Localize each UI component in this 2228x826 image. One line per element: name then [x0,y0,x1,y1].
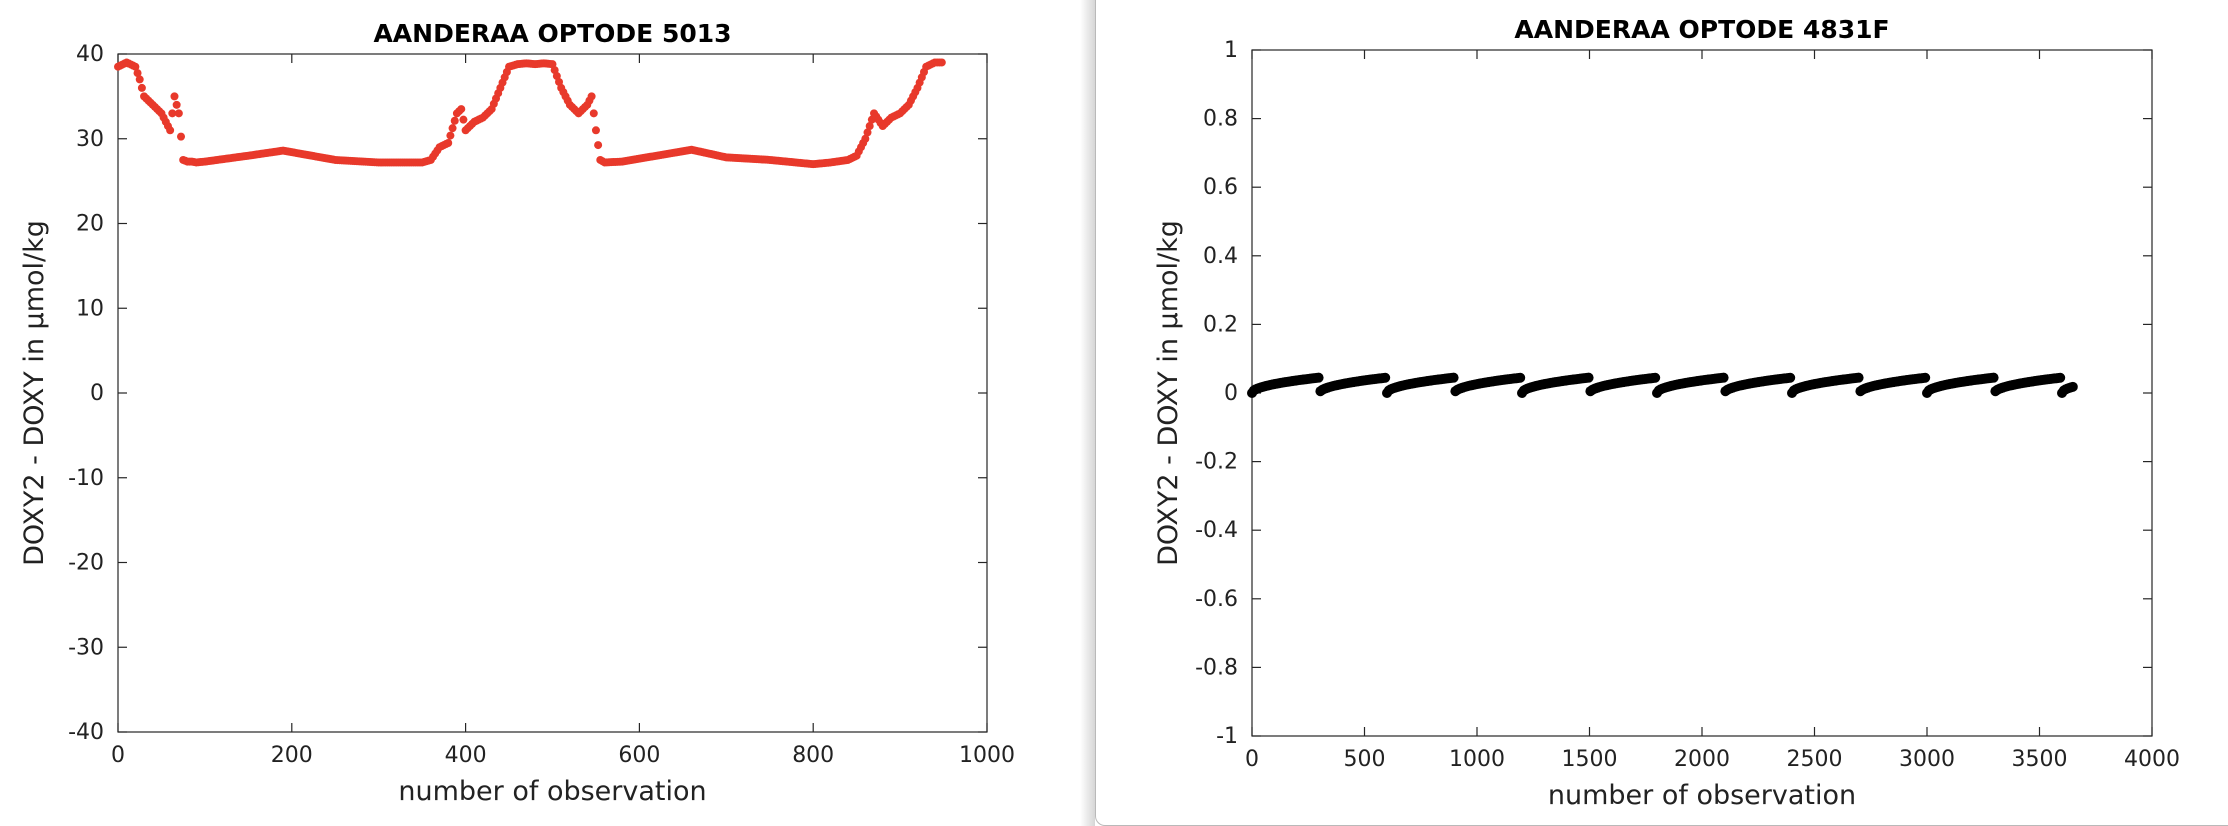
data-point [166,126,175,135]
left-figure-panel: 0 200 400 600 800 1000 -40 -30 -20 -10 0 10 20 30 40 AA… [0,0,1090,826]
data-point [1920,372,1931,383]
y-tick-label: -40 [68,720,104,745]
data-point [172,100,181,109]
data-point [135,75,144,84]
y-tick-label: -20 [68,551,104,576]
data-point [133,69,142,78]
data-point [168,109,177,118]
y-tick-label: -0.2 [1195,450,1238,475]
y-tick-label: 0 [1224,381,1238,406]
data-point [174,109,183,118]
x-axis-label: number of observation [1548,780,1856,811]
x-tick-label: 1000 [1449,747,1505,772]
data-point [1785,372,1796,383]
x-tick-label: 1500 [1562,747,1618,772]
data-point [446,131,455,140]
y-axis-label: DOXY2 - DOXY in µmol/kg [1153,220,1184,566]
y-tick-label: -30 [68,635,104,660]
data-point [170,92,179,101]
y-tick-label: -0.8 [1195,655,1238,680]
data-point [448,124,457,133]
chart-optode-4831f: 0 500 1000 1500 2000 2500 3000 3500 4000 -1 -0.8 -0… [1153,15,2180,811]
y-tick-label: 0.6 [1203,175,1238,200]
data-points [1247,372,2078,398]
y-tick-label: 40 [76,42,104,67]
data-point [1515,372,1526,383]
y-tick-label: 10 [76,296,104,321]
data-point [863,128,872,137]
data-point [2055,372,2066,383]
y-tick-label: 20 [76,212,104,237]
y-tick-label: 0.8 [1203,107,1238,132]
data-points [114,58,946,169]
data-point [1718,372,1729,383]
x-tick-label: 800 [792,743,834,768]
data-point [589,109,598,118]
data-point [861,134,870,143]
x-tick-label: 2000 [1674,747,1730,772]
data-point [937,58,946,67]
data-point [444,138,453,147]
data-point [1650,372,1661,383]
y-tick-label: -0.6 [1195,587,1238,612]
y-tick-label: 0.4 [1203,244,1238,269]
y-tick-label: 1 [1224,38,1238,63]
y-tick-label: -10 [68,466,104,491]
right-figure-window: 0 500 1000 1500 2000 2500 3000 3500 4000 -1 -0.8 -0… [1095,0,2228,826]
data-point [587,92,596,101]
y-axis-label: DOXY2 - DOXY in µmol/kg [19,220,50,566]
y-tick-label: 0 [90,381,104,406]
x-tick-label: 1000 [959,743,1015,768]
x-tick-label: 0 [1245,747,1259,772]
y-tick-label: 30 [76,127,104,152]
data-point [131,62,140,71]
x-tick-label: 600 [618,743,660,768]
data-point [1448,372,1459,383]
data-point [1853,372,1864,383]
x-tick-label: 2500 [1787,747,1843,772]
x-tick-label: 400 [445,743,487,768]
y-tick-label: -1 [1216,724,1238,749]
data-point [1988,372,1999,383]
chart-title: AANDERAA OPTODE 5013 [373,19,731,48]
data-point [137,83,146,92]
x-tick-label: 3000 [1899,747,1955,772]
x-tick-label: 200 [271,743,313,768]
x-tick-label: 4000 [2124,747,2180,772]
data-point [177,132,186,141]
data-point [457,105,466,114]
y-tick-label: -0.4 [1195,518,1238,543]
data-point [459,115,468,124]
data-point [450,116,459,125]
data-point [2067,381,2078,392]
data-point [1313,372,1324,383]
data-point [591,126,600,135]
data-point [865,122,874,131]
data-point [1583,372,1594,383]
x-tick-label: 500 [1344,747,1386,772]
data-point [1380,372,1391,383]
x-axis-label: number of observation [398,776,706,807]
y-tick-label: 0.2 [1203,312,1238,337]
chart-title: AANDERAA OPTODE 4831F [1514,15,1889,44]
x-tick-label: 0 [111,743,125,768]
data-point [594,141,603,150]
window-gap [1080,0,1095,826]
chart-optode-5013: 0 200 400 600 800 1000 -40 -30 -20 -10 0 10 20 30 40 AA… [19,19,1015,807]
plot-area [117,53,988,733]
x-tick-label: 3500 [2012,747,2068,772]
